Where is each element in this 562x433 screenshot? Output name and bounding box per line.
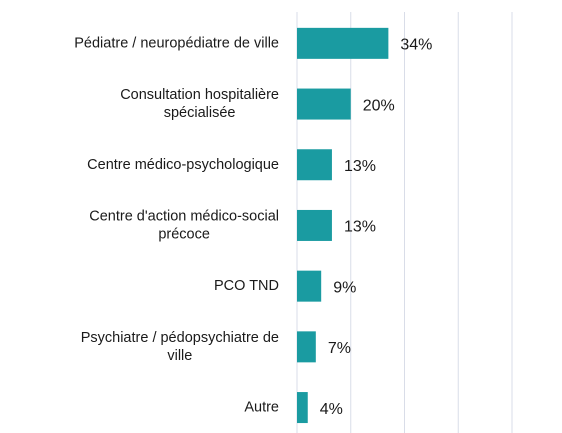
value-label: 20% <box>363 97 395 114</box>
value-label: 13% <box>344 158 376 175</box>
value-label: 7% <box>328 340 351 357</box>
value-label: 13% <box>344 219 376 236</box>
value-label: 4% <box>320 401 343 418</box>
bar <box>297 149 332 181</box>
category-line: Centre médico-psychologique <box>87 157 279 173</box>
category-line: précoce <box>158 226 210 242</box>
category-line: Consultation hospitalière <box>120 87 279 103</box>
category-line: Centre d'action médico-social <box>89 208 279 224</box>
category-label: Pédiatre / neuropédiatre de ville <box>74 35 279 51</box>
category-line: Autre <box>244 399 279 415</box>
category-line: PCO TND <box>214 278 279 294</box>
bar <box>297 392 308 424</box>
category-line: Pédiatre / neuropédiatre de ville <box>74 35 279 51</box>
category-label: Centre médico-psychologique <box>87 157 279 173</box>
bar <box>297 270 322 302</box>
category-line: spécialisée <box>164 105 236 121</box>
bar <box>297 27 389 59</box>
category-label: Centre d'action médico-social précoce <box>89 208 279 242</box>
bar <box>297 331 316 363</box>
value-label: 34% <box>400 37 432 54</box>
category-label: PCO TND <box>214 278 279 294</box>
category-line: Psychiatre / pédopsychiatre de <box>81 330 279 346</box>
category-label: Consultation hospitalière spécialisée <box>120 87 279 121</box>
value-label: 9% <box>333 279 356 296</box>
category-label: Autre <box>244 399 279 415</box>
category-line: ville <box>167 348 192 364</box>
bar <box>297 209 332 241</box>
category-label: Psychiatre / pédopsychiatre de ville <box>81 330 279 364</box>
bar <box>297 88 351 120</box>
